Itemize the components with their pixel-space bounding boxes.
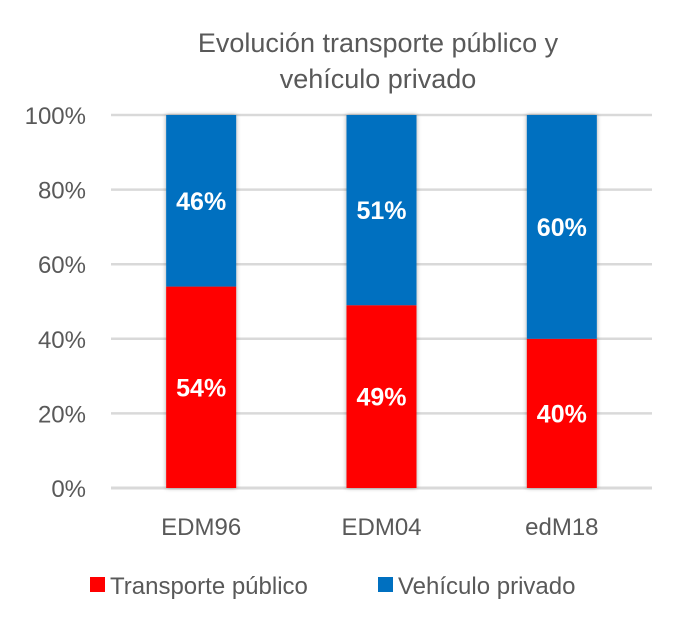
y-tick-label: 20%	[38, 401, 86, 428]
legend-swatch	[90, 577, 105, 592]
bar-stack-EDM96	[166, 115, 237, 488]
data-label: 54%	[176, 374, 226, 402]
data-label: 40%	[537, 400, 587, 428]
data-label: 46%	[176, 188, 226, 216]
legend-label: Vehículo privado	[398, 573, 575, 600]
x-tick-label: EDM04	[341, 514, 421, 541]
bar-segment	[526, 338, 597, 488]
y-tick-label: 100%	[25, 103, 86, 130]
bar-segment	[166, 115, 237, 287]
bar-stack-EDM04	[346, 115, 417, 488]
bar-segment	[346, 305, 417, 488]
data-labels: 54% 46% 49% 51% 40% 60%	[176, 188, 587, 429]
y-tick-label: 40%	[38, 327, 86, 354]
chart-title-line-2: vehículo privado	[280, 64, 477, 94]
x-tick-label: edM18	[525, 514, 598, 541]
bar-segment	[526, 115, 597, 339]
bar-stack-edM18	[526, 115, 597, 488]
y-tick-label: 80%	[38, 178, 86, 205]
legend: Transporte público Vehículo privado	[90, 573, 575, 600]
data-label: 60%	[537, 214, 587, 242]
chart-title: Evolución transporte público y vehículo …	[198, 28, 559, 94]
y-tick-label: 0%	[51, 476, 86, 503]
y-axis: 0% 20% 40% 60% 80% 100%	[25, 103, 86, 503]
x-axis: EDM96 EDM04 edM18	[161, 514, 598, 541]
data-label: 49%	[356, 384, 406, 412]
bar-segment	[346, 115, 417, 306]
x-tick-label: EDM96	[161, 514, 241, 541]
data-label: 51%	[356, 197, 406, 225]
legend-swatch	[378, 577, 393, 592]
bars	[166, 115, 597, 488]
bar-segment	[166, 286, 237, 488]
chart-title-line-1: Evolución transporte público y	[198, 28, 559, 58]
y-tick-label: 60%	[38, 252, 86, 279]
legend-label: Transporte público	[110, 573, 308, 600]
